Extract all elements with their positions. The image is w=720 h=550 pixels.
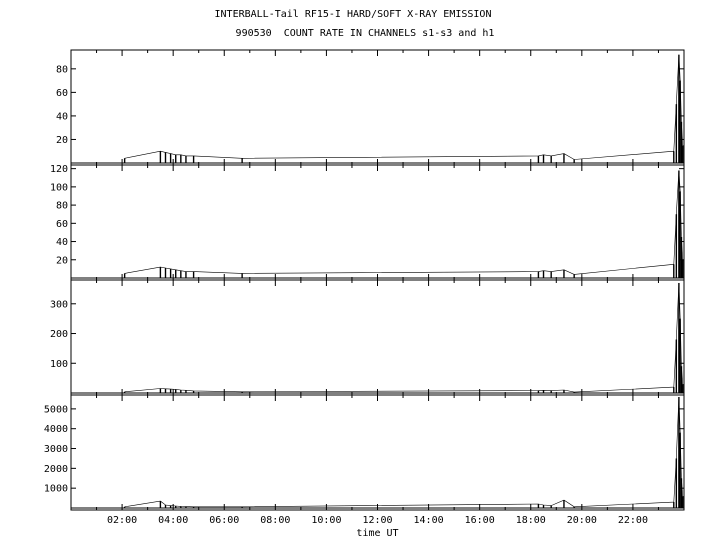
x-tick-label: 04:00 [158,515,188,526]
y-tick-label: 4000 [44,424,68,435]
x-tick-label: 16:00 [465,515,495,526]
y-tick-label: 80 [56,64,68,75]
x-tick-label: 08:00 [260,515,290,526]
x-axis-label: time UT [356,528,398,539]
x-tick-label: 18:00 [516,515,546,526]
y-tick-label: 1000 [44,484,68,495]
y-tick-label: 80 [56,201,68,212]
data-line [124,396,683,508]
panel-frame [70,279,685,396]
x-tick-label: 12:00 [362,515,392,526]
x-tick-label: 20:00 [567,515,597,526]
panel-frame [70,394,685,511]
x-tick-label: 02:00 [107,515,137,526]
y-tick-label: 200 [50,329,68,340]
panel-frame [70,49,685,166]
y-tick-label: 40 [56,237,68,248]
data-line [124,170,683,275]
panel-frame [70,164,685,281]
y-tick-label: 60 [56,88,68,99]
y-tick-label: 3000 [44,444,68,455]
y-tick-label: 60 [56,219,68,230]
x-tick-label: 10:00 [311,515,341,526]
y-tick-label: 2000 [44,464,68,475]
y-tick-label: 20 [56,255,68,266]
y-tick-label: 40 [56,111,68,122]
y-tick-label: 20 [56,135,68,146]
x-tick-label: 22:00 [618,515,648,526]
y-tick-label: 300 [50,299,68,310]
data-line [124,54,683,160]
y-tick-label: 5000 [44,404,68,415]
chart-subtitle: 990530 COUNT RATE IN CHANNELS s1-s3 and … [235,28,495,39]
x-tick-label: 06:00 [209,515,239,526]
x-tick-label: 14:00 [414,515,444,526]
data-line [124,282,683,393]
y-tick-label: 100 [50,359,68,370]
y-tick-label: 120 [50,164,68,175]
y-tick-label: 100 [50,182,68,193]
chart-title: INTERBALL-Tail RF15-I HARD/SOFT X-RAY EM… [214,9,492,20]
